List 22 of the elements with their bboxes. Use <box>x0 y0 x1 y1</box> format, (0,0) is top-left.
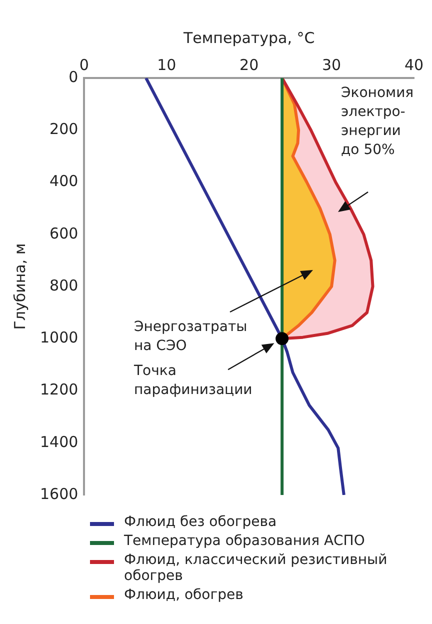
y-tick-label: 600 <box>50 224 78 242</box>
x-tick-label: 40 <box>404 56 424 74</box>
legend-label: Флюид без обогрева <box>124 514 278 530</box>
y-tick-label: 1200 <box>40 380 78 399</box>
y-tick-label: 1600 <box>40 484 78 503</box>
y-tick-label: 1000 <box>40 328 78 347</box>
annotation: Точка парафинизации <box>134 362 254 400</box>
annotation: Энергозатраты на СЭО <box>134 318 248 356</box>
annotation: Экономия электро-энергии до 50% <box>341 84 415 160</box>
x-tick-label: 30 <box>322 56 342 74</box>
x-tick-label: 20 <box>240 56 259 74</box>
legend-label: Флюид, классический резистивный обогрев <box>124 552 388 584</box>
y-tick-label: 400 <box>50 172 78 190</box>
x-tick-label: 10 <box>157 56 176 74</box>
x-axis-title: Температура, °C <box>182 28 315 47</box>
legend-label: Температура образования АСПО <box>124 533 366 549</box>
y-tick-label: 1400 <box>40 432 78 451</box>
y-axis-title: Глубина, м <box>10 243 29 330</box>
legend-label: Флюид, обогрев <box>124 587 244 603</box>
y-tick-label: 800 <box>50 276 78 294</box>
y-tick-label: 200 <box>50 120 78 138</box>
y-tick-label: 0 <box>68 68 78 86</box>
